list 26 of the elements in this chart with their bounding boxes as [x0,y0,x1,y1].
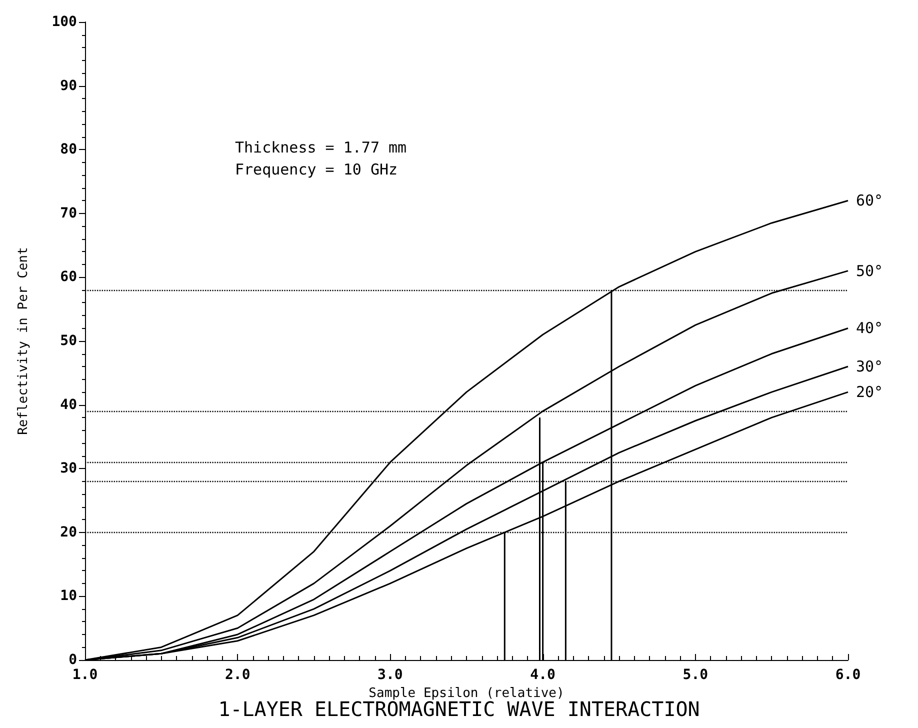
x-tick-label: 4.0 [530,667,556,683]
annotation: Frequency = 10 GHz [235,160,398,178]
y-tick-label: 20 [60,524,77,540]
y-tick-label: 50 [60,333,77,349]
y-tick-label: 0 [68,652,77,668]
series-label: 40° [856,319,884,338]
y-tick-label: 70 [60,205,77,222]
x-tick-label: 5.0 [682,667,708,683]
y-tick-label: 40 [60,396,77,413]
y-axis-title: Reflectivity in Per Cent [16,247,31,435]
x-tick-label: 2.0 [224,667,250,683]
y-tick-label: 100 [52,14,77,30]
y-tick-label: 30 [60,460,77,477]
series-label: 30° [856,358,884,376]
y-tick-label: 10 [60,588,77,604]
series-label: 50° [856,262,884,280]
x-tick-label: 3.0 [378,667,403,683]
y-tick-label: 80 [60,142,77,158]
x-axis-title: Sample Epsilon (relative) [368,686,564,701]
y-tick-label: 90 [60,78,77,94]
series-label: 60° [856,192,884,210]
annotation: Thickness = 1.77 mm [235,138,407,156]
x-tick-label: 6.0 [835,667,861,683]
series-label: 20° [856,383,884,402]
y-tick-label: 60 [60,269,77,286]
x-tick-label: 1.0 [72,667,98,683]
